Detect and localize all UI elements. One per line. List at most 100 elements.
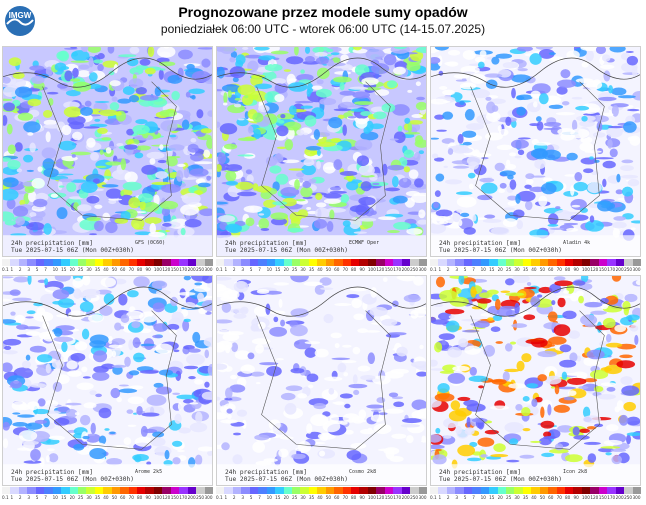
panel-model: Cosmo 2k8: [349, 469, 377, 475]
svg-text:IMGW: IMGW: [9, 11, 32, 20]
colorbar-cell: [258, 487, 267, 494]
colorbar-tick: 50: [539, 267, 546, 272]
colorbar-cell: [249, 487, 259, 494]
colorbar-cell: [196, 259, 205, 266]
precip-map: [3, 47, 212, 256]
colorbar-tick: 35: [94, 495, 101, 500]
colorbar-tick: 15: [489, 267, 495, 272]
colorbar-tick: 2: [446, 495, 450, 500]
colorbar-cell: [367, 259, 377, 266]
colorbar-tick: 90: [573, 495, 579, 500]
colorbar-cell: [351, 259, 360, 266]
colorbar: 0.1 1 2 3 5 7 10 15 20 25 30 35 40 50 60 70 80 90 100 120 15…: [2, 259, 213, 277]
colorbar-cell: [52, 487, 62, 494]
colorbar-cell: [249, 259, 259, 266]
colorbar-cell: [94, 487, 104, 494]
colorbar-cell: [489, 259, 498, 266]
colorbar-tick: 0.1: [216, 495, 223, 500]
colorbar-tick: 100: [581, 267, 590, 272]
colorbar-tick: 90: [359, 495, 365, 500]
colorbar-tick: 10: [52, 495, 58, 500]
colorbar-tick: 80: [351, 495, 357, 500]
colorbar-cell: [27, 259, 36, 266]
colorbar-tick: 0.1: [430, 495, 437, 500]
colorbar-tick: 120: [590, 267, 599, 272]
panel-line1: 24h precipitation [mm]: [11, 469, 93, 476]
colorbar-tick: 7: [44, 267, 47, 272]
colorbar-tick: 0.1: [430, 267, 437, 272]
colorbar-cell: [179, 487, 188, 494]
page-subtitle: poniedziałek 06:00 UTC - wtorek 06:00 UT…: [160, 22, 486, 36]
panel-line2: Tue 2025-07-15 06Z (Mon 00Z+030h): [11, 476, 134, 483]
colorbar-cell: [463, 487, 473, 494]
colorbar-tick: 30: [514, 267, 520, 272]
colorbar-tick: 20: [283, 267, 289, 272]
colorbar-tick: 70: [128, 495, 134, 500]
colorbar-tick: 3: [241, 267, 244, 272]
colorbar-cell: [216, 487, 225, 494]
colorbar-cell: [2, 487, 11, 494]
colorbar-tick: 5: [463, 267, 467, 272]
colorbar-tick: 150: [170, 267, 179, 272]
colorbar-cell: [86, 259, 95, 266]
colorbar-cell: [430, 487, 439, 494]
colorbar-tick: 100: [153, 267, 162, 272]
colorbar-cell: [18, 487, 28, 494]
colorbar-cell: [401, 259, 411, 266]
colorbar-cell: [77, 487, 87, 494]
colorbar-tick: 120: [162, 267, 171, 272]
colorbar-tick: 35: [522, 267, 529, 272]
colorbar-cell: [573, 487, 582, 494]
colorbar-cell: [224, 487, 233, 494]
colorbar-tick: 20: [283, 495, 289, 500]
colorbar-tick: 5: [35, 495, 39, 500]
colorbar-cell: [505, 487, 515, 494]
colorbar-cell: [624, 259, 633, 266]
colorbar-cell: [393, 487, 402, 494]
panel-line1: 24h precipitation [mm]: [225, 240, 307, 247]
colorbar-cell: [137, 259, 146, 266]
colorbar-cell: [275, 487, 284, 494]
colorbar-cell: [35, 487, 45, 494]
colorbar-tick: 7: [472, 495, 475, 500]
colorbar-cell: [128, 259, 137, 266]
colorbar-tick: 10: [266, 495, 272, 500]
colorbar-tick: 90: [145, 495, 151, 500]
colorbar-tick: 35: [308, 267, 315, 272]
colorbar-cell: [308, 259, 318, 266]
colorbar-cell: [77, 259, 87, 266]
colorbar-cell: [497, 487, 506, 494]
colorbar-cell: [598, 487, 608, 494]
colorbar-cell: [241, 259, 250, 266]
colorbar-cell: [334, 487, 343, 494]
colorbar-cell: [367, 487, 377, 494]
colorbar-tick: 300: [632, 495, 641, 500]
colorbar-tick: 3: [27, 267, 30, 272]
colorbar-tick: 250: [196, 495, 205, 500]
colorbar-tick: 70: [342, 495, 348, 500]
colorbar-tick: 35: [308, 495, 315, 500]
colorbar-tick: 150: [170, 495, 179, 500]
colorbar-tick: 170: [179, 495, 188, 500]
colorbar-cell: [216, 259, 225, 266]
panel-model: GFS (0C60): [135, 240, 166, 246]
colorbar-tick: 5: [249, 267, 253, 272]
colorbar-cell: [120, 487, 129, 494]
colorbar-tick: 150: [384, 267, 393, 272]
page-title: Prognozowane przez modele sumy opadów: [178, 4, 468, 20]
colorbar-cell: [480, 487, 490, 494]
map-panel-gfs: 24h precipitation [mm] GFS (0C60) Tue 2025…: [2, 46, 213, 257]
colorbar-cell: [325, 259, 335, 266]
colorbar-cell: [489, 487, 498, 494]
colorbar-cell: [548, 259, 557, 266]
colorbar-cell: [598, 259, 608, 266]
colorbar-cell: [342, 259, 351, 266]
colorbar-cell: [539, 487, 549, 494]
colorbar-cell: [632, 487, 641, 494]
colorbar-tick: 150: [598, 267, 607, 272]
colorbar-tick: 5: [463, 495, 467, 500]
precip-map: [217, 47, 426, 256]
colorbar-cell: [300, 259, 309, 266]
colorbar-tick: 90: [359, 267, 365, 272]
colorbar-cell: [241, 487, 250, 494]
